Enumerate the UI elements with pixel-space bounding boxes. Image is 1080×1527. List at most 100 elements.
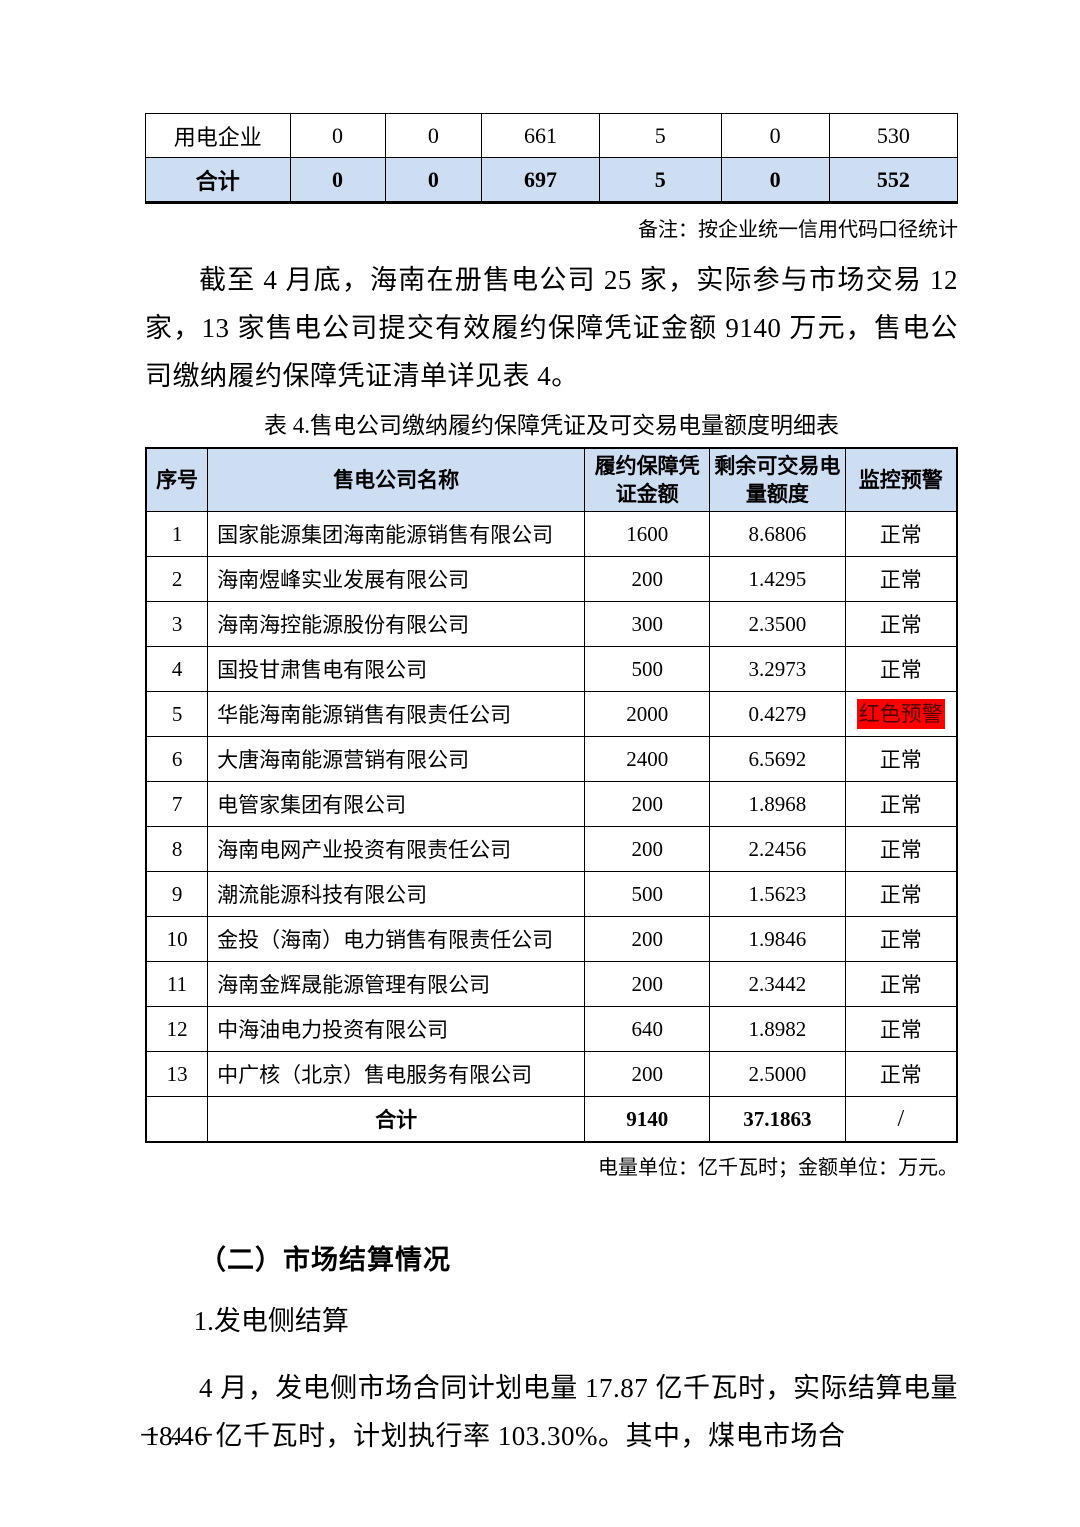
- table-row: 10 金投（海南）电力销售有限责任公司 200 1.9846 正常: [145, 916, 958, 962]
- cell-amount: 200: [584, 556, 711, 602]
- table-row: 4 国投甘肃售电有限公司 500 3.2973 正常: [145, 646, 958, 692]
- cell-quota: 1.8982: [709, 1006, 846, 1052]
- cell-no: [145, 1096, 209, 1143]
- cell: 697: [481, 157, 600, 203]
- cell-amount: 200: [584, 826, 711, 872]
- cell: 661: [481, 113, 600, 158]
- cell-amount: 640: [584, 1006, 711, 1052]
- cell-no: 7: [145, 781, 209, 827]
- table-total-row: 合计 0 0 697 5 0 552: [145, 157, 959, 203]
- cell-quota: 1.5623: [709, 871, 846, 917]
- table4-caption: 表 4.售电公司缴纳履约保障凭证及可交易电量额度明细表: [264, 413, 839, 438]
- cell-quota: 1.4295: [709, 556, 846, 602]
- col-header-status: 监控预警: [844, 447, 958, 512]
- cell-amount: 1600: [584, 511, 711, 557]
- guarantee-certificate-table: 序号 售电公司名称 履约保障凭证金额 剩余可交易电量额度 监控预警 1 国家能源…: [145, 447, 958, 1143]
- cell-amount: 9140: [584, 1096, 711, 1143]
- cell-name: 电管家集团有限公司: [207, 781, 586, 827]
- cell-status: 正常: [844, 826, 958, 872]
- cell-quota: 6.5692: [709, 736, 846, 782]
- cell-status: 红色预警: [844, 691, 958, 737]
- cell-amount: 500: [584, 646, 711, 692]
- table-row: 8 海南电网产业投资有限责任公司 200 2.2456 正常: [145, 826, 958, 872]
- units-note: 电量单位：亿千瓦时；金额单位：万元。: [598, 1157, 958, 1179]
- cell-no: 5: [145, 691, 209, 737]
- cell: 0: [384, 157, 483, 203]
- cell: 0: [720, 157, 830, 203]
- table-header-row: 序号 售电公司名称 履约保障凭证金额 剩余可交易电量额度 监控预警: [145, 447, 958, 512]
- table-row-alert: 5 华能海南能源销售有限责任公司 2000 0.4279 红色预警: [145, 691, 958, 737]
- table-row: 3 海南海控能源股份有限公司 300 2.3500 正常: [145, 601, 958, 647]
- table-row: 6 大唐海南能源营销有限公司 2400 6.5692 正常: [145, 736, 958, 782]
- cell-name: 海南煜峰实业发展有限公司: [207, 556, 586, 602]
- cell-amount: 200: [584, 1051, 711, 1097]
- table-total-row: 合计 9140 37.1863 /: [145, 1096, 958, 1143]
- cell-no: 6: [145, 736, 209, 782]
- table-row: 11 海南金辉晟能源管理有限公司 200 2.3442 正常: [145, 961, 958, 1007]
- cell-no: 8: [145, 826, 209, 872]
- cell-name: 大唐海南能源营销有限公司: [207, 736, 586, 782]
- cell-status: /: [844, 1096, 958, 1143]
- col-header-name: 售电公司名称: [207, 447, 586, 512]
- cell-quota: 3.2973: [709, 646, 846, 692]
- cell-quota: 2.2456: [709, 826, 846, 872]
- cell: 0: [384, 113, 483, 158]
- table-row: 9 潮流能源科技有限公司 500 1.5623 正常: [145, 871, 958, 917]
- cell-status: 正常: [844, 1051, 958, 1097]
- cell-amount: 2400: [584, 736, 711, 782]
- red-alert-badge: 红色预警: [856, 699, 945, 729]
- document-content: 用电企业 0 0 661 5 0 530 合计 0 0 697 5 0 552: [145, 0, 959, 1460]
- cell-name: 海南电网产业投资有限责任公司: [207, 826, 586, 872]
- cell-quota: 2.5000: [709, 1051, 846, 1097]
- cell-quota: 2.3442: [709, 961, 846, 1007]
- cell-quota: 8.6806: [709, 511, 846, 557]
- cell-quota: 1.9846: [709, 916, 846, 962]
- cell-amount: 200: [584, 961, 711, 1007]
- col-header-no: 序号: [145, 447, 209, 512]
- cell: 0: [720, 113, 830, 158]
- cell-no: 1: [145, 511, 209, 557]
- cell-name: 海南金辉晟能源管理有限公司: [207, 961, 586, 1007]
- cell-status: 正常: [844, 736, 958, 782]
- cell-status: 正常: [844, 646, 958, 692]
- paragraph-settlement: 4 月，发电侧市场合同计划电量 17.87 亿千瓦时，实际结算电量 18.46 …: [145, 1373, 958, 1451]
- cell-status: 正常: [844, 1006, 958, 1052]
- cell-name: 国家能源集团海南能源销售有限公司: [207, 511, 586, 557]
- registration-count-table: 用电企业 0 0 661 5 0 530 合计 0 0 697 5 0 552: [145, 113, 959, 204]
- cell-quota: 37.1863: [709, 1096, 846, 1143]
- cell-amount: 500: [584, 871, 711, 917]
- cell-no: 11: [145, 961, 209, 1007]
- cell: 530: [828, 113, 959, 158]
- cell: 5: [598, 113, 722, 158]
- cell-no: 13: [145, 1051, 209, 1097]
- cell-status: 正常: [844, 511, 958, 557]
- cell-name: 潮流能源科技有限公司: [207, 871, 586, 917]
- cell-no: 2: [145, 556, 209, 602]
- col-header-amount: 履约保障凭证金额: [584, 447, 711, 512]
- cell-status: 正常: [844, 961, 958, 1007]
- row-label: 合计: [145, 157, 291, 203]
- cell-name: 中海油电力投资有限公司: [207, 1006, 586, 1052]
- cell-name: 国投甘肃售电有限公司: [207, 646, 586, 692]
- cell-status: 正常: [844, 781, 958, 827]
- cell-amount: 200: [584, 781, 711, 827]
- cell-name: 金投（海南）电力销售有限责任公司: [207, 916, 586, 962]
- subsection-heading: 1.发电侧结算: [193, 1306, 349, 1336]
- table-row: 用电企业 0 0 661 5 0 530: [145, 113, 959, 158]
- table-remark: 备注：按企业统一信用代码口径统计: [638, 219, 958, 241]
- cell-amount: 200: [584, 916, 711, 962]
- section-heading: （二）市场结算情况: [199, 1245, 451, 1275]
- cell-no: 9: [145, 871, 209, 917]
- cell-no: 12: [145, 1006, 209, 1052]
- table-row: 13 中广核（北京）售电服务有限公司 200 2.5000 正常: [145, 1051, 958, 1097]
- cell-no: 4: [145, 646, 209, 692]
- cell-status: 正常: [844, 871, 958, 917]
- cell: 5: [598, 157, 722, 203]
- table-row: 12 中海油电力投资有限公司 640 1.8982 正常: [145, 1006, 958, 1052]
- cell-quota: 1.8968: [709, 781, 846, 827]
- cell-total-label: 合计: [207, 1096, 586, 1143]
- cell-name: 华能海南能源销售有限责任公司: [207, 691, 586, 737]
- cell-quota: 2.3500: [709, 601, 846, 647]
- cell-amount: 300: [584, 601, 711, 647]
